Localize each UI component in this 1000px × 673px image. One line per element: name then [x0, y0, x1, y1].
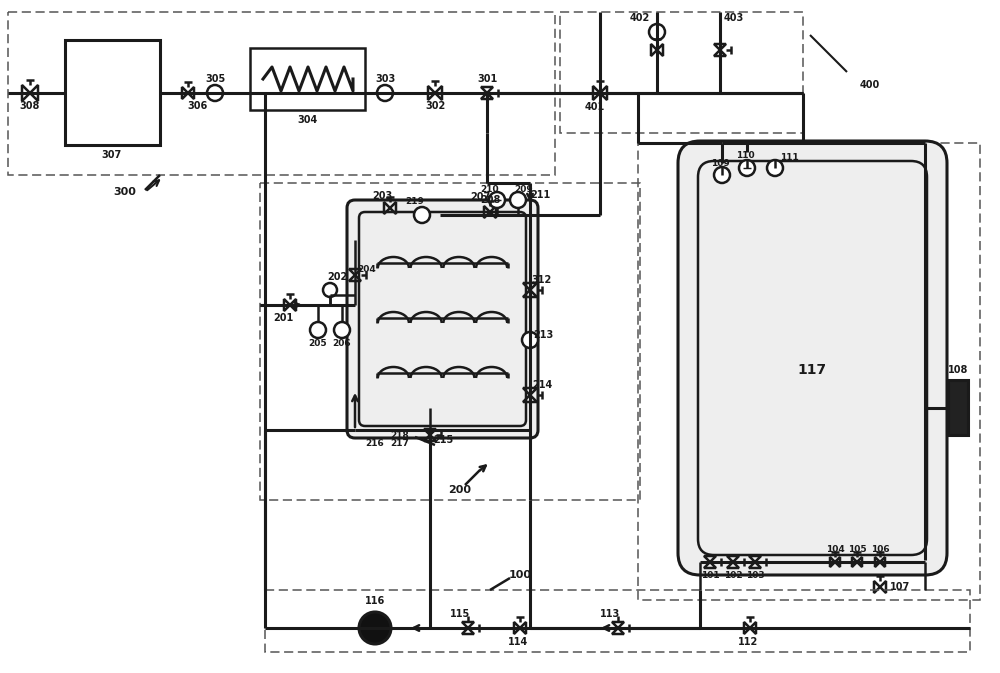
Text: 202: 202: [327, 272, 347, 282]
Bar: [265, 590, 970, 652]
FancyBboxPatch shape: [678, 141, 947, 575]
Text: 301: 301: [477, 74, 497, 84]
Text: 101: 101: [701, 571, 719, 581]
Circle shape: [649, 24, 665, 40]
Text: 211: 211: [530, 190, 550, 200]
Text: 302: 302: [425, 101, 445, 111]
Text: 103: 103: [746, 571, 764, 581]
Circle shape: [510, 192, 526, 208]
Text: 403: 403: [724, 13, 744, 23]
Text: 114: 114: [508, 637, 528, 647]
Text: 111: 111: [780, 153, 798, 162]
Circle shape: [489, 192, 505, 208]
Text: 105: 105: [848, 544, 866, 553]
Text: 100: 100: [509, 570, 532, 580]
Text: 210: 210: [481, 186, 499, 194]
Text: 109: 109: [711, 159, 729, 168]
Text: 308: 308: [20, 101, 40, 111]
Circle shape: [323, 283, 337, 297]
Circle shape: [522, 332, 538, 348]
Text: 209: 209: [515, 186, 533, 194]
Circle shape: [377, 85, 393, 101]
Text: 304: 304: [298, 115, 318, 125]
Text: 207: 207: [470, 192, 490, 202]
Circle shape: [414, 207, 430, 223]
Text: 108: 108: [948, 365, 968, 375]
Text: 117: 117: [797, 363, 827, 377]
Text: 218: 218: [391, 431, 409, 439]
Text: 110: 110: [736, 151, 754, 160]
Text: 307: 307: [102, 150, 122, 160]
Text: 216: 216: [366, 439, 384, 448]
Bar: [260, 183, 640, 500]
Text: 303: 303: [375, 74, 395, 84]
Circle shape: [359, 612, 391, 644]
Text: 206: 206: [333, 339, 351, 347]
Text: 208: 208: [480, 195, 500, 205]
Bar: [8, 12, 555, 175]
Circle shape: [767, 160, 783, 176]
Circle shape: [207, 85, 223, 101]
Text: 219: 219: [406, 197, 424, 207]
Text: 400: 400: [860, 80, 880, 90]
Text: 112: 112: [738, 637, 758, 647]
Text: 115: 115: [450, 609, 470, 619]
Text: 213: 213: [533, 330, 553, 340]
Text: 102: 102: [724, 571, 742, 581]
Text: 116: 116: [365, 596, 385, 606]
Circle shape: [714, 167, 730, 183]
Text: 215: 215: [433, 435, 453, 445]
FancyBboxPatch shape: [347, 200, 538, 438]
Bar: [638, 143, 980, 600]
Text: 300: 300: [114, 187, 136, 197]
Circle shape: [310, 322, 326, 338]
Bar: [250, 48, 365, 110]
Text: 200: 200: [448, 485, 472, 495]
Text: 214: 214: [532, 380, 552, 390]
Bar: [948, 380, 968, 435]
Bar: [65, 40, 160, 145]
Text: 217: 217: [391, 439, 409, 448]
Text: 402: 402: [630, 13, 650, 23]
Text: 305: 305: [205, 74, 225, 84]
Text: 113: 113: [600, 609, 620, 619]
Text: 203: 203: [372, 191, 392, 201]
Circle shape: [739, 160, 755, 176]
Text: 106: 106: [871, 544, 889, 553]
Text: 204: 204: [358, 266, 376, 275]
Text: 201: 201: [273, 313, 293, 323]
Text: 104: 104: [826, 544, 844, 553]
Text: 401: 401: [585, 102, 605, 112]
Text: 312: 312: [532, 275, 552, 285]
Bar: [560, 12, 803, 133]
Text: 107: 107: [890, 582, 910, 592]
Text: 306: 306: [187, 101, 207, 111]
Circle shape: [334, 322, 350, 338]
Text: 205: 205: [309, 339, 327, 347]
